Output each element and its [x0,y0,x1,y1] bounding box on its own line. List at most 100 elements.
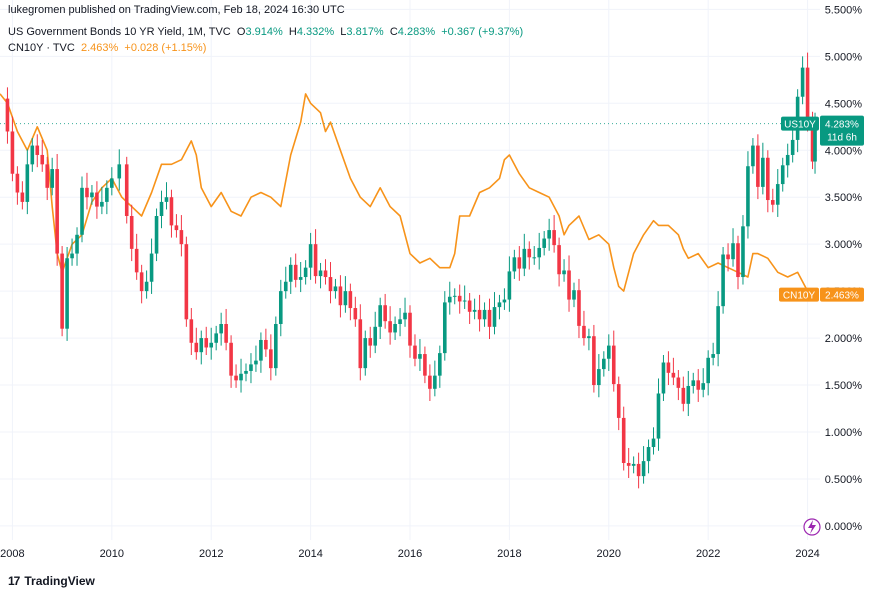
us10y-candle [298,262,303,293]
candle-body [254,360,258,365]
candle-body [90,192,94,198]
us10y-candle [209,327,214,360]
candle-body [313,244,318,277]
us10y-candle [70,238,74,266]
candle-body [105,187,109,202]
candle-body [50,169,54,188]
candle-body [373,326,378,346]
us10y-candle [10,116,15,182]
candle-body [60,253,64,329]
us10y-candle [706,350,710,396]
candle-body [80,187,84,235]
us10y-candle [293,253,298,288]
us10y-candle [259,332,263,373]
candle-body [651,438,656,448]
candle-body [15,173,20,193]
us10y-candle [65,246,69,341]
candle-body [343,291,348,306]
y-tick-label: 1.500% [825,380,863,392]
us10y-candle [274,316,278,376]
us10y-candle [631,456,636,474]
us10y-candle [562,259,566,282]
legend-cn10y[interactable]: CN10Y · TVC 2.463% +0.028 (+1.15%) [8,42,206,54]
us10y-candle [532,246,537,265]
us10y-candle [442,291,447,361]
candle-body [388,321,392,333]
candle-body [169,197,174,226]
us10y-candle [671,357,676,386]
us10y-candle [492,292,497,335]
legend-close-label: C [389,26,398,38]
us10y-candle [691,372,696,394]
candle-body [547,230,551,239]
y-tick-label: 3.500% [825,192,863,204]
us10y-candle [681,376,686,412]
us10y-candle [761,142,765,195]
us10y-candle [641,446,646,484]
us10y-candle [587,328,591,351]
candle-body [209,342,214,348]
us10y-candle [656,378,661,451]
candle-body [557,245,561,275]
candle-body [805,67,810,120]
x-tick-label: 2018 [497,548,521,560]
legend-low-value: 3.817% [346,26,384,38]
candle-body [775,184,780,205]
us10y-candle [80,176,84,243]
candle-body [766,157,770,201]
us10y-candle [447,281,452,315]
y-tick-label: 2.000% [825,333,863,345]
us10y-candle [129,204,134,262]
candle-body [174,225,179,231]
us10y-candle [323,259,328,285]
us10y-candle [313,229,318,284]
us10y-candle [666,351,671,386]
candle-body [567,270,571,300]
candle-body [229,342,233,376]
candle-body [269,349,273,369]
us10y-candle [134,233,139,280]
candle-body [442,302,447,354]
us10y-candle [611,330,616,392]
candle-body [462,300,467,302]
candle-body [552,230,556,246]
us10y-candle [60,246,64,337]
us10y-candle [204,326,209,355]
lightning-event-icon[interactable] [803,518,821,536]
legend-us-name: US Government Bonds 10 YR Yield, 1M, TVC [8,26,231,38]
tradingview-footer[interactable]: 17 TradingView [8,574,95,588]
us10y-candle [512,249,517,279]
us10y-candle [517,246,522,281]
candle-body [681,387,686,404]
candle-body [219,324,223,334]
legend-us10y[interactable]: US Government Bonds 10 YR Yield, 1M, TVC… [8,26,523,38]
us10y-candle [149,238,154,294]
x-tick-label: 2008 [0,548,24,560]
candle-body [785,154,790,166]
candle-body [726,254,730,260]
candle-body [636,463,641,477]
candle-body [492,307,497,327]
candle-body [467,300,472,312]
us10y-candle [756,134,760,200]
candle-body [378,305,382,327]
candle-body [527,248,532,258]
us10y-candle [557,237,561,287]
candle-body [413,345,417,359]
candle-body [746,166,750,227]
candle-body [214,333,218,343]
us10y-candle [726,243,730,272]
us10y-candle [597,354,601,398]
us10y-candle [15,166,20,205]
candle-body [810,119,815,162]
candle-body [283,281,288,292]
candle-body [393,324,397,333]
us10y-candle [770,188,775,213]
candle-body [701,383,706,390]
us10y-candle [244,363,248,382]
candle-body [353,308,358,320]
cn10y-value-badge [820,287,864,302]
legend-cn-change: +0.028 (+1.15%) [124,42,207,54]
candle-body [507,271,512,300]
candle-body [711,354,715,358]
